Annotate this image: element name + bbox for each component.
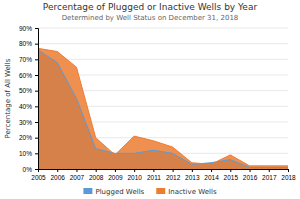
y-tick-label: 40% [19,103,32,110]
x-tick: 2014 [204,169,219,181]
legend-label: Inactive Wells [168,188,217,196]
y-tick: 70% [19,56,38,63]
x-tick-label: 2007 [70,174,85,181]
y-tick-mark [35,28,38,29]
grid-line [38,59,288,60]
x-tick: 2006 [50,169,65,181]
plot: 2005 2006 2007 2008 2009 2010 2011 2012 2013 2014… [19,25,296,181]
chart: Percentage of Plugged or Inactive Wells … [0,0,300,199]
y-tick-label: 0% [23,166,33,173]
y-tick-label: 70% [19,56,32,63]
x-tick-mark [96,169,97,172]
y-tick-mark [35,153,38,154]
marks [38,48,288,169]
y-tick: 90% [19,25,38,32]
y-axis-label: Percentage of All Wells [4,58,12,138]
x-tick-label: 2009 [108,174,123,181]
y-tick-mark [35,75,38,76]
x-tick-mark [134,169,135,172]
x-tick-label: 2008 [89,174,104,181]
y-tick: 0% [23,166,38,173]
x-tick-label: 2014 [204,174,219,181]
line [38,50,288,168]
grid [38,28,288,169]
x-tick-mark [211,169,212,172]
y-tick-mark [35,91,38,92]
y-tick-mark [35,122,38,123]
y-tick: 30% [19,119,38,126]
x-tick-mark [115,169,116,172]
x-tick-label: 2017 [262,174,277,181]
grid-line [38,43,288,44]
grid-line [38,28,288,29]
y-tick-label: 50% [19,87,32,94]
x-tick-label: 2011 [147,174,161,181]
subtitle: Determined by Well Status on December 31… [62,14,239,22]
x-tick-mark [288,169,289,172]
y-tick-label: 90% [19,25,32,32]
x-tick-label: 2006 [50,174,65,181]
x-tick: 2018 [281,169,296,181]
x-tick-mark [76,169,77,172]
x-tick-label: 2015 [224,174,239,181]
x-axis-line [39,170,289,173]
x-tick: 2017 [262,169,277,181]
x-tick-mark [173,169,174,172]
x-tick: 2005 [31,169,46,181]
legend-label: Plugged Wells [95,188,144,196]
x-tick: 2011 [147,169,161,181]
y-tick: 10% [19,150,38,157]
x-tick: 2016 [243,169,258,181]
x-tick-label: 2005 [31,174,46,181]
x-tick: 2009 [108,169,123,181]
y-tick-label: 10% [19,150,32,157]
x-tick: 2015 [224,169,239,181]
y-axis: 0% 10% 20% 30% 40% 50% 60% 70% 80% 90% [19,25,39,173]
x-tick-label: 2012 [166,174,181,181]
x-tick-label: 2018 [281,174,296,181]
line [38,48,288,166]
x-tick-label: 2013 [185,174,200,181]
y-tick-mark [35,169,38,170]
x-tick: 2010 [127,169,142,181]
x-tick-mark [57,169,58,172]
x-tick-mark [250,169,251,172]
y-tick: 20% [19,134,38,141]
x-tick: 2013 [185,169,200,181]
y-tick-mark [35,106,38,107]
area [38,48,288,169]
x-tick-label: 2010 [127,174,142,181]
x-tick-label: 2016 [243,174,258,181]
y-tick-label: 30% [19,119,32,126]
legend-swatch [83,188,92,194]
y-tick-mark [35,138,38,139]
y-tick-mark [35,44,38,45]
y-tick-label: 20% [19,134,32,141]
legend-item: Plugged Wells [83,188,144,196]
legend-swatch [156,188,165,194]
y-tick-label: 80% [19,40,32,47]
x-tick: 2007 [70,169,85,181]
y-tick: 40% [19,103,38,110]
x-axis: 2005 2006 2007 2008 2009 2010 2011 2012 2013 2014… [31,169,296,181]
y-tick: 50% [19,87,38,94]
y-tick-mark [35,59,38,60]
x-tick: 2012 [166,169,181,181]
x-tick: 2008 [89,169,104,181]
y-tick-label: 60% [19,72,32,79]
x-tick-mark [230,169,231,172]
legend: Plugged Wells Inactive Wells [83,188,217,196]
y-tick: 80% [19,40,38,47]
x-tick-mark [153,169,154,172]
title: Percentage of Plugged or Inactive Wells … [43,2,258,12]
y-tick: 60% [19,72,38,79]
x-tick-mark [269,169,270,172]
x-tick-mark [192,169,193,172]
legend-item: Inactive Wells [156,188,217,196]
y-axis-line [35,29,39,170]
